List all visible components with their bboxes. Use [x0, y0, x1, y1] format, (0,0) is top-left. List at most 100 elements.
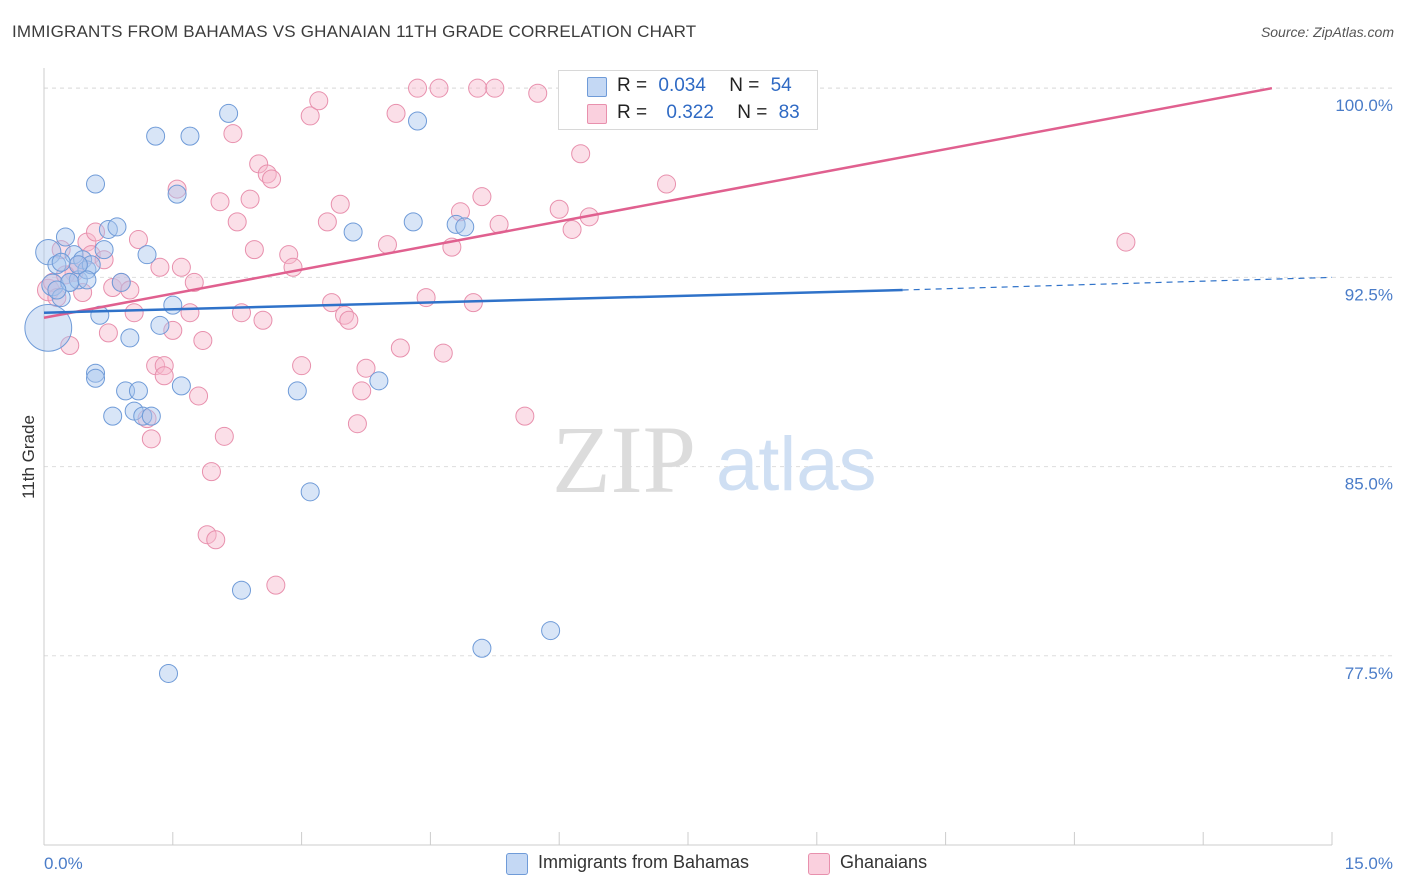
ghanaians-point: [210, 192, 230, 212]
legend-r-value: 0.322: [666, 102, 714, 123]
ghanaians-point: [317, 212, 337, 232]
bahamas-point: [24, 303, 73, 352]
watermark: ZIP atlas: [552, 406, 877, 513]
chart-title: IMMIGRANTS FROM BAHAMAS VS GHANAIAN 11TH…: [12, 22, 697, 41]
legend-n-label: N =: [737, 102, 768, 123]
ghanaians-point: [433, 343, 453, 363]
ghanaians-point: [468, 78, 488, 98]
ghanaians-point: [292, 356, 312, 376]
bahamas-point: [55, 227, 75, 247]
ghanaians-point: [571, 144, 591, 164]
ghanaians-point: [94, 250, 114, 270]
ghanaians-point: [128, 230, 148, 250]
legend-n-label: N =: [729, 75, 760, 96]
ghanaians-point: [562, 219, 582, 239]
correlation-legend: R = 0.034 N = 54 R = 0.322 N = 83: [558, 70, 818, 130]
ghanaians-point: [390, 338, 410, 358]
bottom-legend-ghanaians: Ghanaians: [840, 852, 928, 872]
ghanaians-point: [356, 358, 376, 378]
bahamas-point: [150, 315, 170, 335]
ghanaians-point: [322, 293, 342, 313]
ghanaians-point: [73, 283, 93, 303]
bahamas-point: [403, 212, 423, 232]
bahamas-point: [120, 328, 140, 348]
bahamas-point: [128, 381, 148, 401]
bahamas-point: [455, 217, 475, 237]
bahamas-trend-line: [43, 288, 903, 314]
bahamas-point: [86, 174, 106, 194]
bahamas-point: [146, 126, 166, 146]
ghanaians-point: [485, 78, 505, 98]
legend-row-bahamas: R = 0.034 N = 54: [617, 75, 792, 97]
watermark-zip: ZIP: [552, 406, 696, 513]
x-tick-label-max: 15.0%: [1345, 854, 1393, 873]
ghanaians-point: [253, 310, 273, 330]
bahamas-point: [159, 663, 179, 683]
bahamas-point: [369, 371, 389, 391]
bahamas-point: [86, 363, 106, 383]
ghanaians-point: [223, 124, 243, 144]
ghanaians-point: [214, 426, 234, 446]
bahamas-point: [163, 295, 183, 315]
x-ticks: [43, 832, 1333, 845]
legend-swatch-ghanaians: [587, 104, 607, 124]
ghanaians-point: [408, 78, 428, 98]
ghanaians-point: [429, 78, 449, 98]
y-tick-labels: 77.5% 85.0% 92.5% 100.0%: [1335, 96, 1393, 683]
bahamas-point: [287, 381, 307, 401]
ghanaians-point: [377, 235, 397, 255]
legend-swatch-bahamas: [587, 77, 607, 97]
bahamas-point: [472, 638, 492, 658]
bahamas-point: [77, 270, 97, 290]
bahamas-point: [111, 272, 131, 292]
trend-lines: [43, 86, 1333, 319]
bahamas-point: [167, 184, 187, 204]
ghanaians-point: [549, 199, 569, 219]
ghanaians-point: [386, 103, 406, 123]
ghanaians-point: [515, 406, 535, 426]
bottom-legend-swatch-ghanaians: [808, 853, 830, 875]
ghanaians-point: [167, 179, 187, 199]
y-tick-label: 100.0%: [1335, 96, 1393, 115]
ghanaians-point: [240, 189, 260, 209]
ghanaians-point: [330, 194, 350, 214]
bahamas-point: [343, 222, 363, 242]
ghanaians-point: [472, 187, 492, 207]
bahamas-point: [541, 621, 561, 641]
bahamas-point: [171, 376, 191, 396]
ghanaians-point: [352, 381, 372, 401]
ghanaians-trend-line: [43, 86, 1273, 319]
bahamas-point: [408, 111, 428, 131]
bahamas-point: [219, 103, 239, 123]
watermark-atlas: atlas: [716, 422, 877, 507]
ghanaians-point: [657, 174, 677, 194]
bahamas-point: [47, 280, 67, 300]
bahamas-point: [51, 252, 71, 272]
ghanaians-point: [180, 303, 200, 323]
ghanaians-point: [339, 310, 359, 330]
legend-n-value: 83: [778, 102, 800, 123]
ghanaians-point: [300, 106, 320, 126]
ghanaians-point: [528, 83, 548, 103]
bahamas-point: [141, 406, 161, 426]
bahamas-point: [81, 255, 101, 275]
bahamas-point: [116, 381, 136, 401]
legend-r-label: R =: [617, 75, 648, 96]
gridlines: [44, 87, 1392, 657]
bahamas-point: [103, 406, 123, 426]
bahamas-points: [24, 81, 818, 683]
bahamas-point: [180, 126, 200, 146]
ghanaians-point: [154, 356, 174, 376]
ghanaians-point: [279, 245, 299, 265]
legend-row-ghanaians: R = 0.322 N = 83: [617, 102, 800, 124]
ghanaians-point: [189, 386, 209, 406]
x-tick-label-min: 0.0%: [44, 854, 83, 873]
ghanaians-point: [47, 288, 67, 308]
legend-n-value: 54: [770, 75, 792, 96]
ghanaians-point: [154, 366, 174, 386]
bahamas-point: [300, 482, 320, 502]
ghanaians-point: [171, 257, 191, 277]
y-axis-label: 11th Grade: [19, 415, 38, 499]
legend-r-value: 0.034: [658, 75, 706, 96]
